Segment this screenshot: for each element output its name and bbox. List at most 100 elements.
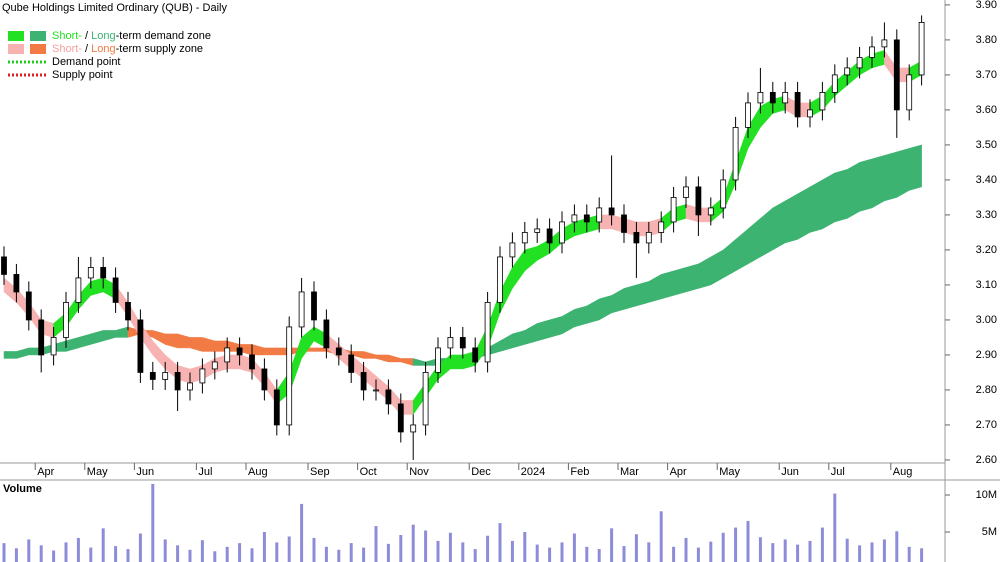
legend-text-part: / bbox=[82, 43, 91, 55]
candle-body bbox=[707, 207, 714, 216]
candle-body bbox=[435, 347, 441, 373]
candle-body bbox=[534, 228, 541, 233]
volume-bar bbox=[572, 533, 576, 562]
volume-bar bbox=[163, 539, 167, 562]
candle-body bbox=[137, 319, 144, 373]
volume-bar bbox=[238, 543, 242, 562]
candle-body bbox=[335, 347, 342, 356]
volume-bar bbox=[560, 542, 564, 562]
volume-bar bbox=[895, 531, 899, 562]
candle-body bbox=[769, 92, 776, 104]
candle-body bbox=[397, 403, 404, 433]
x-tick-label: Oct bbox=[360, 466, 377, 478]
long-term-zone bbox=[313, 347, 327, 352]
long-term-zone bbox=[623, 284, 637, 310]
volume-bar bbox=[386, 543, 390, 562]
short-term-zone bbox=[450, 354, 464, 370]
candle-body bbox=[125, 302, 131, 321]
x-tick-label: Jun bbox=[136, 466, 154, 478]
y-tick-label: 3.00 bbox=[976, 314, 997, 326]
volume-bar bbox=[337, 549, 341, 562]
volume-bar bbox=[845, 538, 849, 562]
candle-body bbox=[273, 389, 280, 426]
volume-bar bbox=[300, 503, 304, 562]
candle-body bbox=[819, 92, 826, 111]
y-tick-label: 3.20 bbox=[976, 244, 997, 256]
x-tick-label: Apr bbox=[670, 466, 687, 478]
volume-bar bbox=[659, 511, 663, 562]
volume-bar bbox=[610, 528, 614, 562]
y-tick-label: 3.50 bbox=[976, 139, 997, 151]
volume-bar bbox=[312, 537, 316, 562]
candle-body bbox=[410, 424, 417, 433]
y-tick-label: 3.90 bbox=[976, 0, 997, 11]
x-tick-label: Dec bbox=[471, 466, 491, 478]
y-tick-label: 3.70 bbox=[976, 69, 997, 81]
volume-bar bbox=[411, 524, 415, 562]
volume-bar bbox=[622, 546, 626, 562]
candle-body bbox=[149, 372, 156, 380]
long-term-zone bbox=[797, 186, 811, 240]
candle-body bbox=[695, 186, 702, 216]
x-tick-label: Jul bbox=[831, 466, 845, 478]
volume-bar bbox=[647, 542, 651, 562]
candle-body bbox=[745, 102, 751, 128]
candle-body bbox=[323, 319, 330, 349]
volume-bar bbox=[734, 527, 738, 562]
volume-bar bbox=[39, 545, 43, 562]
volume-bar bbox=[709, 541, 713, 562]
volume-bar bbox=[250, 548, 254, 562]
volume-bar bbox=[510, 540, 514, 562]
legend-text-part: -term supply zone bbox=[116, 43, 203, 55]
y-tick-label: 2.60 bbox=[976, 454, 997, 466]
volume-bar bbox=[473, 549, 477, 562]
long-term-zone bbox=[784, 193, 798, 244]
volume-bar bbox=[424, 530, 428, 562]
volume-bar bbox=[907, 546, 911, 562]
volume-bar bbox=[262, 532, 266, 562]
x-tick-label: May bbox=[719, 466, 740, 478]
candle-body bbox=[50, 337, 57, 356]
volume-bar bbox=[808, 540, 812, 562]
long-term-zone bbox=[871, 155, 885, 209]
legend-text-part: Short- bbox=[52, 30, 82, 42]
candle-body bbox=[298, 291, 305, 328]
long-term-zone bbox=[859, 158, 873, 212]
x-tick-label: Sep bbox=[310, 466, 330, 478]
candle-body bbox=[75, 277, 82, 303]
candle-body bbox=[559, 221, 565, 244]
volume-bar bbox=[758, 537, 762, 562]
volume-bar bbox=[783, 539, 787, 562]
long-term-zone bbox=[884, 151, 898, 202]
candle-body bbox=[794, 92, 801, 118]
x-tick-label: 2024 bbox=[521, 466, 545, 478]
long-term-zone bbox=[673, 267, 687, 296]
long-term-zone bbox=[896, 148, 910, 198]
candle-body bbox=[472, 347, 479, 363]
long-term-zone bbox=[685, 263, 699, 293]
volume-bar bbox=[771, 543, 775, 562]
candle-body bbox=[199, 368, 206, 384]
long-term-zone bbox=[660, 270, 674, 300]
candle-body bbox=[174, 372, 181, 391]
candle-body bbox=[360, 372, 367, 391]
candle-body bbox=[583, 214, 590, 223]
candle-body bbox=[720, 179, 727, 209]
candle-body bbox=[422, 372, 429, 426]
candle-body bbox=[831, 74, 838, 93]
volume-bar bbox=[374, 526, 378, 562]
volume-bar bbox=[114, 546, 118, 562]
candle-body bbox=[844, 67, 851, 76]
volume-bar bbox=[746, 520, 750, 562]
candle-body bbox=[1, 256, 7, 275]
volume-bar bbox=[200, 540, 204, 562]
legend-text-part: Long bbox=[91, 30, 115, 42]
candle-body bbox=[286, 326, 293, 426]
candle-body bbox=[497, 256, 503, 303]
volume-bar bbox=[89, 547, 93, 562]
candle-body bbox=[459, 337, 466, 349]
candle-body bbox=[782, 92, 789, 104]
candle-body bbox=[13, 274, 20, 293]
candle-body bbox=[261, 368, 268, 391]
legend-text-part: Demand point bbox=[52, 56, 121, 68]
